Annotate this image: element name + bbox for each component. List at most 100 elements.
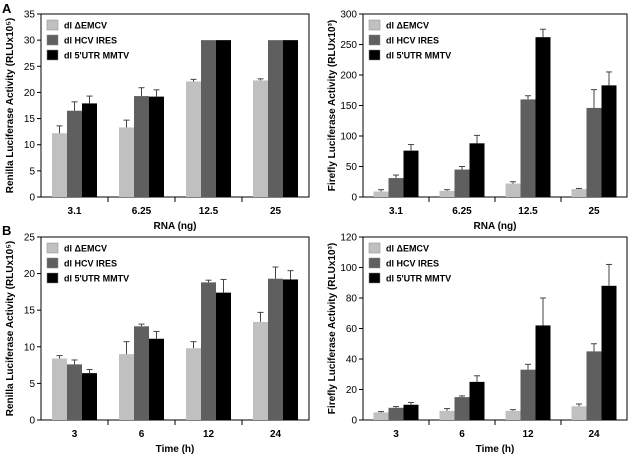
legend-label: dl HCV IRES [64, 259, 117, 269]
legend: dl ΔEMCV dl HCV IRES dl 5'UTR MMTV [46, 19, 129, 61]
x-tick-label: 24 [588, 429, 600, 440]
bar [201, 40, 216, 198]
chart-1: 0 5 10 15 20 25 30 35 3.1 6.25 12.5 25 RNA (ng) Renil… [5, 10, 310, 232]
x-axis-label: Time (h) [156, 444, 195, 455]
legend-swatch [46, 272, 59, 284]
bar [469, 143, 485, 197]
bar [571, 406, 587, 420]
legend-label: dl HCV IRES [386, 259, 439, 269]
bar [403, 150, 419, 197]
x-tick-label: 3 [393, 429, 399, 440]
y-tick-label: 100 [340, 263, 357, 274]
bar [186, 348, 201, 420]
bar [439, 410, 455, 420]
x-tick-label: 3.1 [389, 206, 403, 217]
panel-label-b: B [2, 223, 11, 238]
x-tick-label: 12 [203, 429, 215, 440]
y-tick-label: 15 [24, 114, 36, 125]
y-tick-label: 5 [29, 379, 35, 390]
y-axis-label: Firefly Luciferase Activity (RLUx10³) [327, 243, 338, 414]
bar [67, 364, 82, 420]
y-tick-label: 100 [340, 132, 357, 143]
y-tick-label: 25 [24, 233, 36, 244]
chart-3: 0 5 10 15 20 25 3 6 12 24 Time (h) Renilla Lucifera… [5, 233, 310, 455]
x-axis-label: Time (h) [476, 444, 515, 455]
x-tick-label: 24 [270, 429, 282, 440]
legend-label: dl 5'UTR MMTV [64, 274, 129, 284]
legend-label: dl ΔEMCV [386, 21, 429, 31]
bar [283, 279, 298, 420]
y-tick-label: 50 [346, 162, 358, 173]
legend-swatch [46, 49, 59, 61]
y-tick-label: 40 [346, 355, 358, 366]
y-tick-label: 300 [340, 10, 357, 21]
x-axis-label: RNA (ng) [474, 221, 517, 232]
legend-label: dl ΔEMCV [64, 21, 107, 31]
legend-swatch [368, 19, 381, 31]
legend-swatch [368, 49, 381, 61]
y-tick-label: 0 [29, 416, 35, 427]
bar [535, 37, 551, 198]
legend-swatch [368, 257, 381, 269]
bar [186, 81, 201, 197]
y-tick-label: 250 [340, 40, 357, 51]
y-axis-label: Firefly Luciferase Activity (RLUx10³) [327, 20, 338, 191]
legend-swatch [46, 242, 59, 254]
bar [439, 190, 455, 197]
bar [388, 407, 404, 420]
x-tick-label: 25 [270, 206, 282, 217]
legend: dl ΔEMCV dl HCV IRES dl 5'UTR MMTV [368, 19, 451, 61]
y-tick-label: 60 [346, 324, 358, 335]
x-tick-label: 12.5 [518, 206, 538, 217]
legend-swatch [46, 19, 59, 31]
y-tick-label: 20 [24, 88, 36, 99]
bar [201, 282, 216, 420]
bar [149, 96, 164, 197]
bar [403, 404, 419, 420]
legend: dl ΔEMCV dl HCV IRES dl 5'UTR MMTV [46, 242, 129, 284]
legend: dl ΔEMCV dl HCV IRES dl 5'UTR MMTV [368, 242, 451, 284]
y-tick-label: 200 [340, 71, 357, 82]
legend-label: dl 5'UTR MMTV [64, 51, 129, 61]
bar [268, 278, 283, 420]
y-tick-label: 120 [340, 233, 357, 244]
y-tick-label: 15 [24, 306, 36, 317]
y-tick-label: 150 [340, 101, 357, 112]
legend-swatch [368, 34, 381, 46]
y-tick-label: 20 [346, 385, 358, 396]
bar [149, 338, 164, 420]
x-tick-label: 6 [459, 429, 465, 440]
bar [520, 369, 536, 420]
bar [253, 321, 268, 420]
y-tick-label: 20 [24, 269, 36, 280]
bar [52, 358, 67, 420]
x-tick-label: 6.25 [132, 206, 152, 217]
bar [253, 80, 268, 197]
bar [119, 127, 134, 197]
legend-swatch [368, 272, 381, 284]
bar [268, 40, 283, 198]
bar [601, 85, 617, 197]
y-tick-label: 0 [351, 193, 357, 204]
bar [601, 285, 617, 420]
bar [571, 189, 587, 197]
y-tick-label: 5 [29, 166, 35, 177]
bar [82, 373, 97, 420]
bar [520, 99, 536, 197]
x-tick-label: 25 [588, 206, 600, 217]
bar [52, 133, 67, 197]
bar [535, 325, 551, 420]
legend-label: dl ΔEMCV [64, 244, 107, 254]
bar [373, 412, 389, 420]
legend-label: dl 5'UTR MMTV [386, 51, 451, 61]
y-tick-label: 10 [24, 140, 36, 151]
x-tick-label: 12 [522, 429, 534, 440]
x-tick-label: 12.5 [199, 206, 219, 217]
bar [216, 40, 231, 198]
x-tick-label: 3 [72, 429, 78, 440]
bar [505, 410, 521, 420]
bar [586, 107, 602, 197]
bar [454, 397, 470, 420]
